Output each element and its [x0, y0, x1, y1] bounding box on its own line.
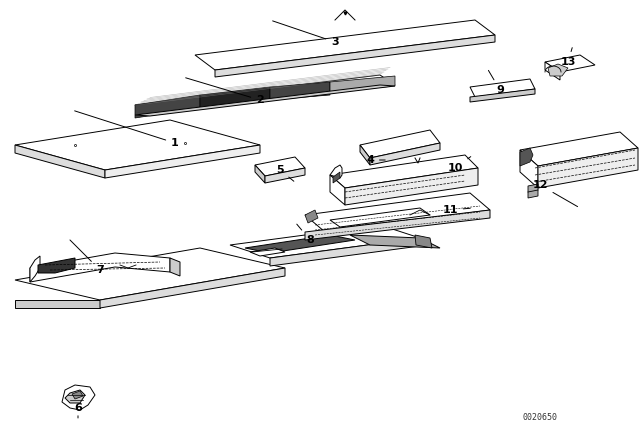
- Text: 12: 12: [532, 180, 577, 207]
- Polygon shape: [100, 268, 285, 308]
- Polygon shape: [520, 132, 638, 166]
- Polygon shape: [520, 150, 538, 188]
- Polygon shape: [350, 235, 440, 248]
- Text: 0020650: 0020650: [522, 414, 557, 422]
- Polygon shape: [330, 76, 395, 92]
- Text: 3: 3: [273, 21, 339, 47]
- Polygon shape: [255, 157, 305, 176]
- Polygon shape: [270, 238, 420, 266]
- Text: 13: 13: [560, 47, 576, 67]
- Polygon shape: [65, 390, 85, 403]
- Polygon shape: [265, 168, 305, 183]
- Text: 8: 8: [297, 224, 314, 245]
- Text: 2: 2: [186, 78, 264, 105]
- Polygon shape: [330, 175, 345, 205]
- Polygon shape: [333, 172, 340, 183]
- Polygon shape: [415, 235, 432, 248]
- Text: 11: 11: [442, 205, 470, 215]
- Polygon shape: [330, 155, 478, 188]
- Polygon shape: [330, 165, 342, 178]
- Polygon shape: [270, 82, 330, 100]
- Polygon shape: [360, 130, 440, 158]
- Polygon shape: [545, 55, 595, 72]
- Polygon shape: [330, 208, 430, 227]
- Text: 9: 9: [488, 70, 504, 95]
- Polygon shape: [230, 225, 420, 258]
- Polygon shape: [15, 300, 100, 308]
- Text: 5: 5: [276, 165, 294, 181]
- Polygon shape: [305, 210, 490, 240]
- Polygon shape: [470, 79, 535, 97]
- Polygon shape: [538, 148, 638, 188]
- Polygon shape: [15, 120, 260, 170]
- Polygon shape: [38, 258, 75, 273]
- Polygon shape: [255, 165, 265, 183]
- Polygon shape: [200, 87, 270, 108]
- Polygon shape: [545, 62, 560, 80]
- Polygon shape: [135, 85, 395, 116]
- Polygon shape: [215, 35, 495, 77]
- Polygon shape: [305, 193, 490, 232]
- Polygon shape: [15, 248, 285, 300]
- Polygon shape: [370, 143, 440, 165]
- Polygon shape: [30, 256, 40, 282]
- Polygon shape: [30, 253, 170, 282]
- Polygon shape: [528, 184, 538, 198]
- Polygon shape: [135, 75, 395, 115]
- Polygon shape: [170, 258, 180, 276]
- Polygon shape: [72, 391, 83, 399]
- Polygon shape: [195, 20, 495, 70]
- Polygon shape: [345, 168, 478, 205]
- Polygon shape: [135, 95, 200, 118]
- Polygon shape: [105, 145, 260, 178]
- Polygon shape: [360, 145, 370, 165]
- Polygon shape: [548, 64, 568, 76]
- Text: 7: 7: [70, 240, 104, 275]
- Polygon shape: [62, 385, 95, 410]
- Text: 10: 10: [447, 157, 471, 173]
- Text: 1: 1: [75, 111, 179, 148]
- Polygon shape: [245, 235, 355, 253]
- Text: 6: 6: [74, 403, 82, 418]
- Polygon shape: [15, 145, 105, 178]
- Polygon shape: [520, 148, 533, 166]
- Polygon shape: [305, 210, 318, 223]
- Polygon shape: [250, 248, 285, 256]
- Polygon shape: [470, 89, 535, 102]
- Text: 4: 4: [366, 155, 385, 165]
